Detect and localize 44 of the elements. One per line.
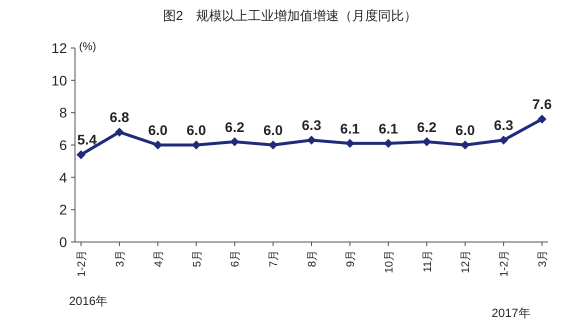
text: 2017年 [492, 306, 530, 320]
data-label: 5.4 [77, 132, 97, 148]
point [230, 137, 240, 146]
y-tick-label: 12 [51, 40, 68, 56]
data-label: 6.2 [417, 118, 437, 135]
data-label: 6.1 [378, 120, 398, 136]
data-label: 6.8 [110, 109, 130, 126]
point [499, 136, 508, 145]
x-tick-label: 6月 [230, 250, 242, 268]
y-tick-label: 6 [59, 137, 68, 153]
point [76, 150, 86, 160]
x-tick-label: 7月 [268, 250, 280, 268]
x-tick-label: 5月 [191, 250, 204, 268]
data-label: 6.3 [302, 117, 322, 134]
data-label: 6.1 [340, 120, 360, 136]
data-label: 6.0 [186, 122, 206, 138]
text: 2016年 [69, 294, 108, 308]
x-tick-label: 9月 [344, 250, 357, 268]
y-tick-label: 0 [59, 234, 68, 250]
data-label: 6.0 [263, 122, 284, 138]
point [307, 136, 316, 145]
data-label: 6.0 [148, 122, 168, 138]
x-tick-label: 4月 [152, 250, 165, 268]
y-tick-label: 2 [59, 202, 68, 218]
x-tick-label: 11月 [422, 250, 434, 272]
data-label: 6.0 [455, 122, 476, 138]
y-tick-label: 8 [59, 104, 68, 121]
y-tick-label: 10 [51, 72, 68, 88]
y-axis-title: (%) [79, 41, 96, 53]
x-tick-label: 1-2月 [76, 250, 88, 277]
point [114, 128, 124, 137]
x-tick-label: 12月 [460, 250, 472, 274]
data-label: 6.2 [224, 118, 245, 135]
chart-title: 图2 规模以上工业增加值增速（月度同比） [162, 8, 418, 23]
point [538, 114, 546, 124]
data-label: 7.6 [532, 96, 552, 112]
x-tick-label: 10月 [383, 250, 396, 274]
x-tick-label: 3月 [114, 250, 126, 268]
x-tick-label: 1-2月 [498, 250, 511, 277]
y-tick-label: 4 [59, 169, 68, 186]
data-label: 6.3 [494, 117, 514, 134]
x-tick-label: 3月 [537, 250, 549, 268]
x-tick-label: 8月 [306, 250, 318, 268]
point [460, 140, 470, 150]
